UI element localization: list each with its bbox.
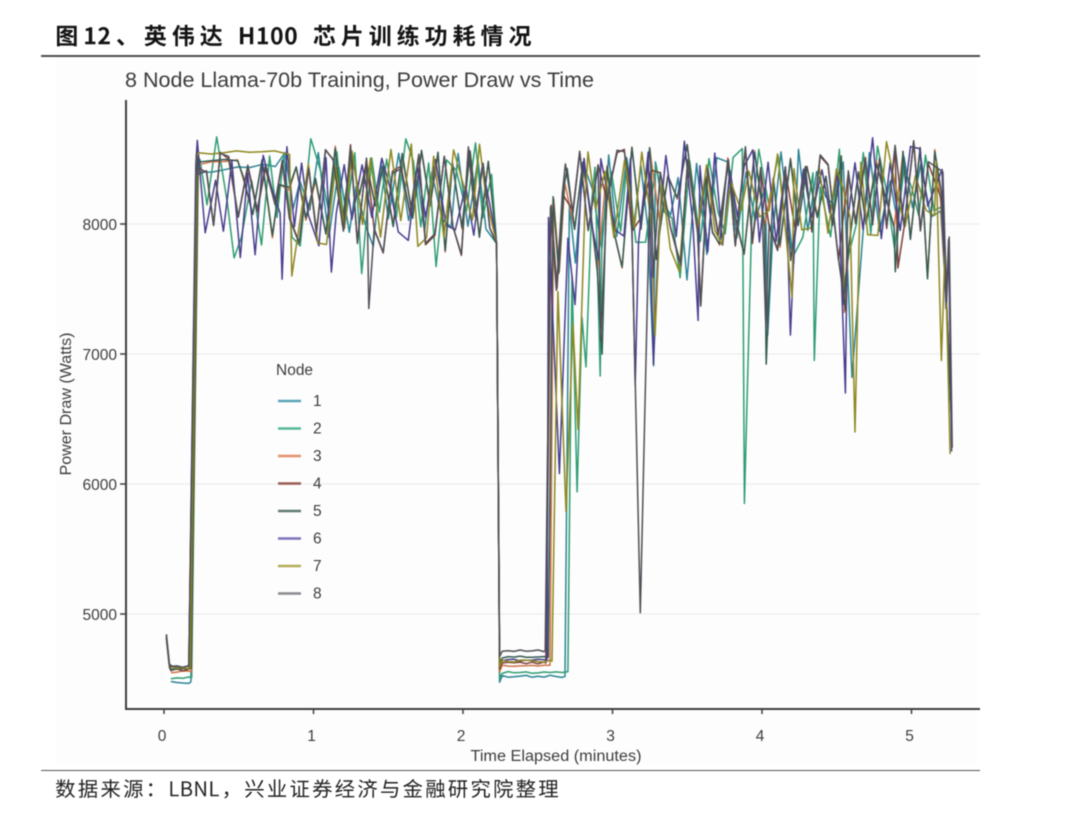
svg-text:2: 2 [457, 728, 466, 745]
svg-text:6: 6 [313, 531, 322, 548]
svg-text:Node: Node [276, 362, 313, 379]
svg-text:3: 3 [313, 448, 322, 465]
svg-text:8000: 8000 [83, 217, 118, 234]
svg-text:5: 5 [313, 503, 322, 520]
svg-text:3: 3 [606, 728, 615, 745]
svg-text:Power Draw (Watts): Power Draw (Watts) [58, 333, 75, 476]
svg-text:0: 0 [158, 728, 167, 745]
svg-text:8: 8 [313, 586, 322, 603]
svg-text:8 Node Llama-70b Training, Pow: 8 Node Llama-70b Training, Power Draw vs… [125, 69, 594, 92]
svg-text:4: 4 [313, 476, 322, 493]
svg-text:4: 4 [756, 728, 765, 745]
svg-text:7000: 7000 [83, 347, 118, 364]
svg-text:1: 1 [313, 393, 322, 410]
svg-text:7: 7 [313, 558, 322, 575]
svg-text:1: 1 [307, 728, 316, 745]
svg-text:5000: 5000 [83, 607, 118, 624]
svg-text:6000: 6000 [83, 477, 118, 494]
svg-text:2: 2 [313, 421, 322, 438]
svg-text:5: 5 [905, 728, 914, 745]
svg-text:Time Elapsed (minutes): Time Elapsed (minutes) [471, 748, 642, 765]
